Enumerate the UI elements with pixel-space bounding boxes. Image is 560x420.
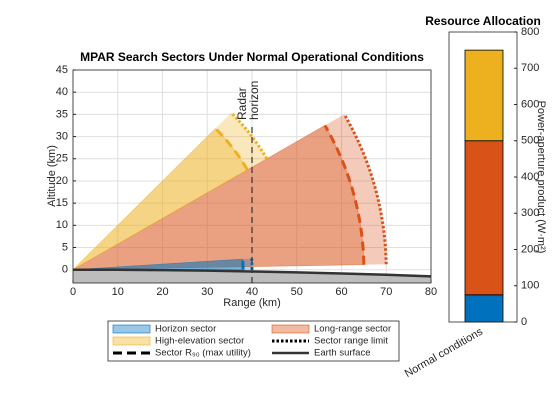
y-tick-label: 30 [56, 130, 68, 142]
ground-fill [73, 269, 431, 283]
bar-y-tick-label: 0 [521, 316, 527, 328]
x-tick-label: 10 [112, 286, 124, 298]
bar-y-tick-label: 100 [521, 280, 539, 292]
range-limit-arc [342, 113, 388, 265]
legend-label: High-elevation sector [155, 336, 244, 347]
chart-title: MPAR Search Sectors Under Normal Operati… [80, 50, 424, 64]
bar-segment [464, 49, 504, 142]
legend-swatch [271, 324, 310, 334]
sector-band [215, 112, 267, 170]
x-tick-label: 0 [70, 286, 76, 298]
legend-swatch [112, 336, 151, 346]
y-tick-label: 10 [56, 219, 68, 231]
bar-y-tick-label: 300 [521, 207, 539, 219]
y-tick-label: 20 [56, 175, 68, 187]
x-tick-label: 50 [291, 286, 303, 298]
bar-category: Normal conditions [403, 325, 486, 380]
bar-segment [464, 294, 504, 323]
bar-y-tick-label: 600 [521, 98, 539, 110]
y-tick-label: 15 [56, 197, 68, 209]
bar-title: Resource Allocation [425, 14, 541, 28]
r90-arc [323, 124, 366, 265]
y-axis-label: Altitude (km) [46, 145, 58, 207]
bar-y-tick-label: 700 [521, 62, 539, 74]
range-limit-arc [230, 111, 269, 160]
sector-band [242, 258, 252, 270]
legend-label: Horizon sector [155, 324, 216, 335]
bar-axes-frame [448, 31, 518, 323]
legend-label: Earth surface [314, 348, 371, 359]
legend-box [107, 320, 400, 362]
legend-swatch [112, 324, 151, 334]
y-tick-label: 25 [56, 153, 68, 165]
legend-label: Sector range limit [314, 336, 388, 347]
annotation: Radar [235, 87, 249, 120]
y-tick-label: 40 [56, 86, 68, 98]
legend-label: Sector R₉₀ (max utility) [155, 348, 251, 359]
legend-label: Long-range sector [314, 324, 391, 335]
y-tick-label: 35 [56, 108, 68, 120]
sector-band [324, 114, 387, 265]
bar-y-tick-label: 800 [521, 26, 539, 38]
x-tick-label: 70 [380, 286, 392, 298]
bar-y-tick-label: 200 [521, 243, 539, 255]
x-axis-label: Range (km) [223, 297, 280, 309]
x-tick-label: 30 [201, 286, 213, 298]
y-tick-label: 5 [62, 241, 68, 253]
x-tick-label: 60 [335, 286, 347, 298]
bar-y-label: Power-aperture product (W·m²) [535, 101, 547, 254]
bar-y-tick-label: 400 [521, 171, 539, 183]
r90-arc [214, 127, 249, 171]
y-tick-label: 0 [62, 264, 68, 276]
y-tick-label: 45 [56, 64, 68, 76]
x-tick-label: 80 [425, 286, 437, 298]
x-tick-label: 40 [246, 286, 258, 298]
bar-segment [464, 140, 504, 296]
x-tick-label: 20 [156, 286, 168, 298]
annotation: horizon [247, 81, 261, 120]
axes-frame [72, 69, 432, 284]
bar-y-tick-label: 500 [521, 135, 539, 147]
